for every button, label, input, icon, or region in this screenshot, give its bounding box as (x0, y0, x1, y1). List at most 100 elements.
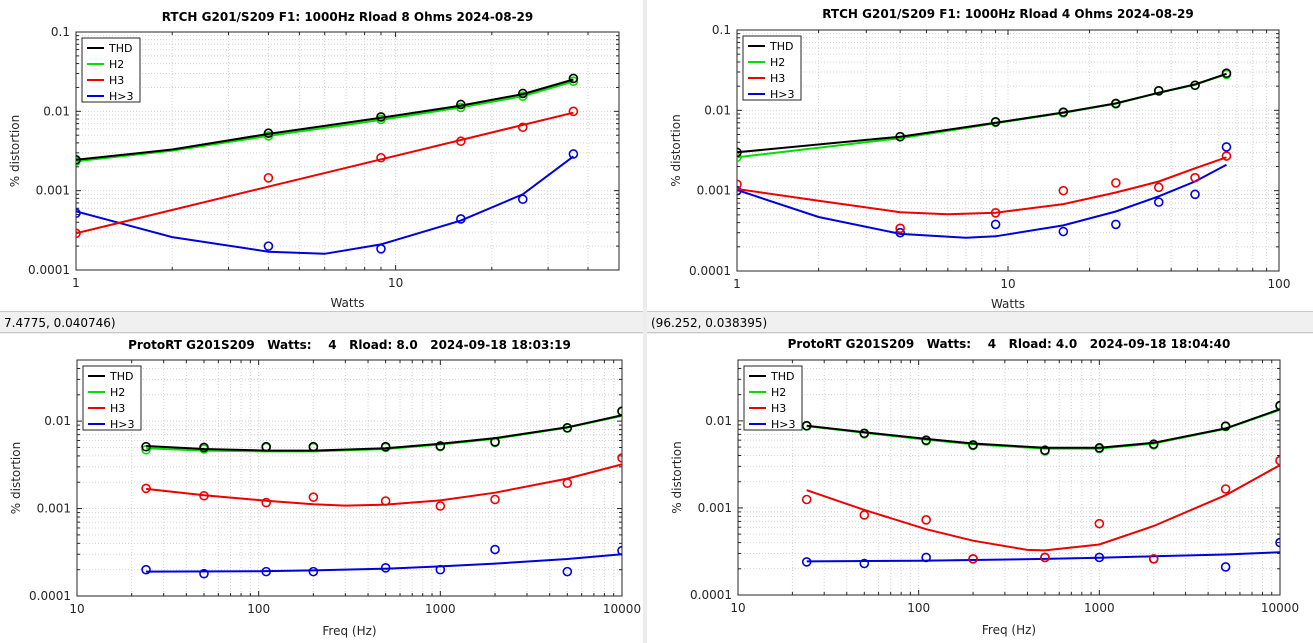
data-point-thd (380, 441, 391, 452)
cursor-readout-right: (96.252, 0.038395) (651, 316, 768, 330)
data-point-thd (76, 154, 81, 165)
legend: THD H2 H3 H>3 (81, 37, 141, 103)
x-tick-label: 100 (1268, 277, 1291, 291)
series-hgt3 (141, 544, 622, 579)
status-bar-left: 7.4775, 0.040746) (0, 311, 643, 333)
chart-protort-4ohm[interactable]: 10 100 1000 10000 0.01 0.001 0.0001 ProtoRT G20… (647, 334, 1313, 643)
x-tick-label: 10 (69, 602, 84, 616)
chart-protort-8ohm[interactable]: 10 100 1000 10000 0.01 0.001 0.0001 ProtoRT G20… (0, 334, 643, 643)
fit-line-h3 (737, 156, 1227, 216)
data-point-hgt3 (490, 544, 500, 555)
data-point-hgt3 (435, 564, 446, 575)
x-tick-label: 100 (907, 601, 930, 615)
series-hgt3 (737, 142, 1232, 239)
chart-rtch-4ohm[interactable]: 1 10 100 0.1 0.01 0.001 0.0001 RTCH G201/S209 F… (647, 0, 1313, 311)
data-point-hgt3 (1058, 226, 1069, 237)
data-point-hgt3 (141, 564, 151, 575)
fit-line-h3 (145, 463, 622, 507)
data-point-hgt3 (859, 558, 870, 569)
axes-frame (75, 31, 620, 271)
fit-line-h2 (76, 80, 574, 163)
y-tick-label: 0.001 (698, 501, 732, 515)
data-point-thd (1221, 68, 1232, 78)
series-thd (801, 400, 1280, 456)
x-tick-label: 1000 (425, 602, 456, 616)
data-point-hgt3 (990, 219, 1001, 230)
data-point-hgt3 (261, 566, 271, 577)
fit-line-thd (76, 78, 574, 161)
y-tick-label: 0.001 (37, 502, 71, 516)
legend-label-thd: THD (770, 370, 794, 383)
series-thd (76, 73, 579, 165)
data-point-hgt3 (1111, 219, 1121, 230)
y-tick-label: 0.001 (697, 184, 731, 198)
data-point-hgt3 (568, 149, 579, 159)
data-point-thd (1058, 107, 1069, 117)
grid (736, 29, 1280, 272)
series-h3 (76, 106, 579, 239)
data-point-thd (308, 441, 319, 452)
legend-label-hgt3: H>3 (771, 418, 796, 431)
data-point-h3 (859, 510, 870, 520)
legend-label-hgt3: H>3 (770, 88, 795, 101)
data-point-h3 (737, 179, 742, 190)
x-tick-label: 1000 (1084, 601, 1115, 615)
series-h3 (141, 453, 622, 511)
data-point-hgt3 (1190, 189, 1200, 200)
data-point-thd (968, 440, 978, 450)
legend-label-h3: H3 (771, 402, 786, 415)
data-point-thd (1275, 400, 1280, 411)
data-point-h3 (568, 106, 579, 117)
x-tick-label: 10 (388, 276, 403, 290)
plot-panel-protort-4ohm: 10 100 1000 10000 0.01 0.001 0.0001 ProtoRT G20… (647, 334, 1313, 643)
data-point-thd (490, 437, 500, 447)
chart-title: ProtoRT G201S209 Watts: 4 Rload: 8.0 202… (128, 338, 571, 352)
data-point-h3 (617, 453, 622, 463)
series-thd (141, 406, 622, 453)
data-point-thd (921, 435, 931, 445)
data-point-hgt3 (617, 545, 622, 556)
y-tick-label: 0.01 (44, 414, 71, 428)
data-point-hgt3 (1275, 537, 1280, 548)
legend-label-hgt3: H>3 (110, 418, 135, 431)
data-point-h3 (1111, 178, 1121, 188)
x-axis-label: Freq (Hz) (322, 624, 376, 638)
chart-rtch-8ohm[interactable]: 1 10 0.1 0.01 0.001 0.0001 RTCH G201/S209 F1: … (0, 0, 643, 311)
data-point-h3 (1148, 554, 1159, 564)
data-point-hgt3 (517, 194, 528, 205)
data-point-h3 (380, 496, 391, 506)
plot-panel-rtch-8ohm: 1 10 0.1 0.01 0.001 0.0001 RTCH G201/S209 F1: … (0, 0, 643, 311)
data-point-hgt3 (456, 214, 466, 224)
series-hgt3 (76, 149, 579, 255)
y-tick-label: 0.001 (36, 184, 70, 198)
data-point-thd (1094, 443, 1105, 453)
x-axis-label: Watts (330, 296, 364, 310)
data-point-hgt3 (1220, 562, 1231, 572)
data-point-thd (261, 441, 271, 452)
data-point-thd (859, 428, 870, 439)
x-tick-label: 10 (730, 601, 745, 615)
legend-label-h2: H2 (110, 386, 125, 399)
tick-marks (75, 31, 620, 271)
plot-panel-rtch-4ohm: 1 10 100 0.1 0.01 0.001 0.0001 RTCH G201/S209 F… (647, 0, 1313, 311)
data-point-hgt3 (263, 241, 274, 251)
y-tick-label: 0.1 (51, 25, 70, 39)
x-tick-label: 1 (72, 276, 80, 290)
data-point-hgt3 (1153, 197, 1164, 207)
tick-marks (76, 359, 623, 597)
data-point-thd (1111, 98, 1121, 109)
y-tick-label: 0.0001 (689, 264, 731, 278)
data-point-h3 (76, 228, 81, 239)
data-point-thd (141, 441, 151, 452)
data-point-hgt3 (1221, 142, 1232, 152)
fit-line-h3 (806, 464, 1280, 552)
data-point-thd (990, 116, 1001, 127)
tick-marks (736, 29, 1280, 272)
data-point-thd (568, 73, 579, 84)
data-point-h2 (456, 102, 466, 113)
data-point-h2 (141, 444, 151, 455)
data-point-h3 (490, 494, 500, 505)
data-point-thd (1220, 421, 1231, 431)
data-point-hgt3 (76, 208, 81, 218)
data-point-h3 (990, 208, 1001, 218)
